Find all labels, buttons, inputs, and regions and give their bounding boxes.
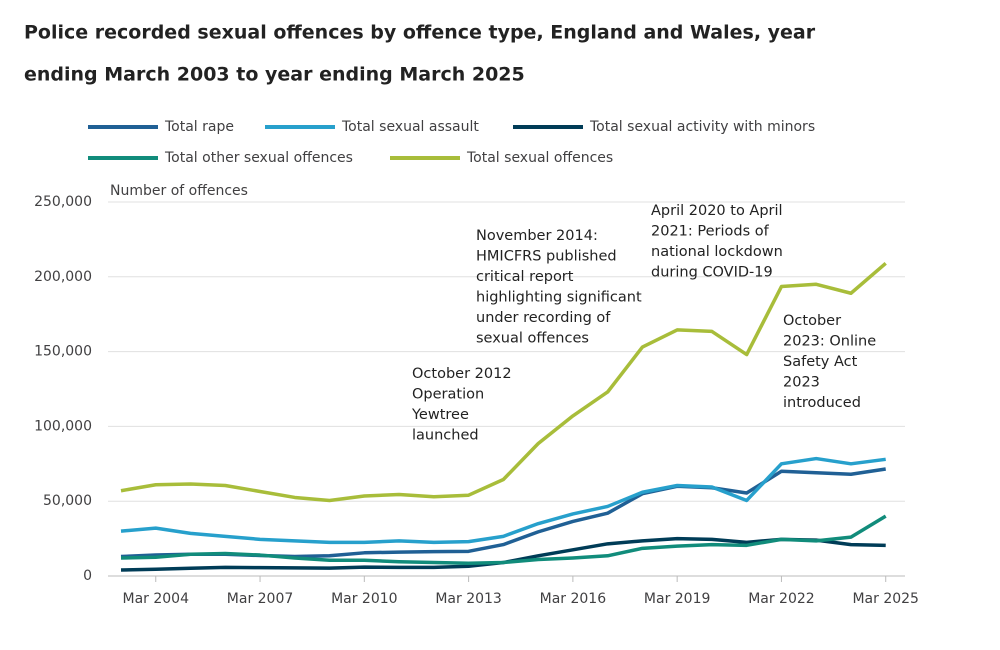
annotation: launched bbox=[412, 428, 479, 444]
y-tick-label: 0 bbox=[83, 568, 92, 584]
x-tick-label: Mar 2019 bbox=[644, 591, 711, 607]
annotation: introduced bbox=[783, 395, 861, 411]
annotation: sexual offences bbox=[476, 331, 589, 347]
annotation: Safety Act bbox=[783, 354, 858, 370]
legend-label: Total sexual assault bbox=[341, 119, 479, 135]
x-tick-label: Mar 2007 bbox=[227, 591, 294, 607]
y-tick-label: 50,000 bbox=[43, 493, 92, 509]
annotation: critical report bbox=[476, 269, 574, 285]
annotation: 2021: Periods of bbox=[651, 224, 770, 240]
annotation: April 2020 to April bbox=[651, 203, 783, 219]
annotation: November 2014: bbox=[476, 228, 598, 244]
series-line bbox=[120, 262, 887, 503]
y-tick-label: 200,000 bbox=[34, 269, 92, 285]
legend-label: Total sexual offences bbox=[466, 150, 613, 166]
legend-label: Total sexual activity with minors bbox=[589, 119, 815, 135]
annotation: 2023: Online bbox=[783, 334, 876, 350]
annotation: under recording of bbox=[476, 310, 611, 326]
series-line bbox=[120, 514, 887, 566]
x-tick-label: Mar 2025 bbox=[852, 591, 919, 607]
legend-label: Total other sexual offences bbox=[164, 150, 353, 166]
annotation: October 2012 bbox=[412, 366, 512, 382]
legend-label: Total rape bbox=[164, 119, 234, 135]
annotation: national lockdown bbox=[651, 244, 783, 260]
y-axis-label: Number of offences bbox=[110, 183, 248, 199]
annotation: 2023 bbox=[783, 375, 820, 391]
x-tick-label: Mar 2013 bbox=[435, 591, 502, 607]
y-tick-label: 100,000 bbox=[34, 418, 92, 434]
series-line bbox=[120, 467, 886, 559]
annotation: October bbox=[783, 313, 841, 329]
annotation: HMICFRS published bbox=[476, 249, 617, 265]
y-tick-label: 250,000 bbox=[34, 194, 92, 210]
chart-title: ending March 2003 to year ending March 2… bbox=[24, 64, 525, 86]
x-tick-label: Mar 2022 bbox=[748, 591, 815, 607]
x-tick-label: Mar 2016 bbox=[540, 591, 607, 607]
y-tick-label: 150,000 bbox=[34, 344, 92, 360]
annotation: during COVID-19 bbox=[651, 265, 773, 281]
x-tick-label: Mar 2010 bbox=[331, 591, 398, 607]
series-line bbox=[120, 456, 886, 545]
chart-title: Police recorded sexual offences by offen… bbox=[24, 22, 816, 44]
annotation: highlighting significant bbox=[476, 290, 642, 306]
x-tick-label: Mar 2004 bbox=[123, 591, 190, 607]
annotation: Operation bbox=[412, 387, 484, 403]
annotation: Yewtree bbox=[411, 407, 469, 423]
